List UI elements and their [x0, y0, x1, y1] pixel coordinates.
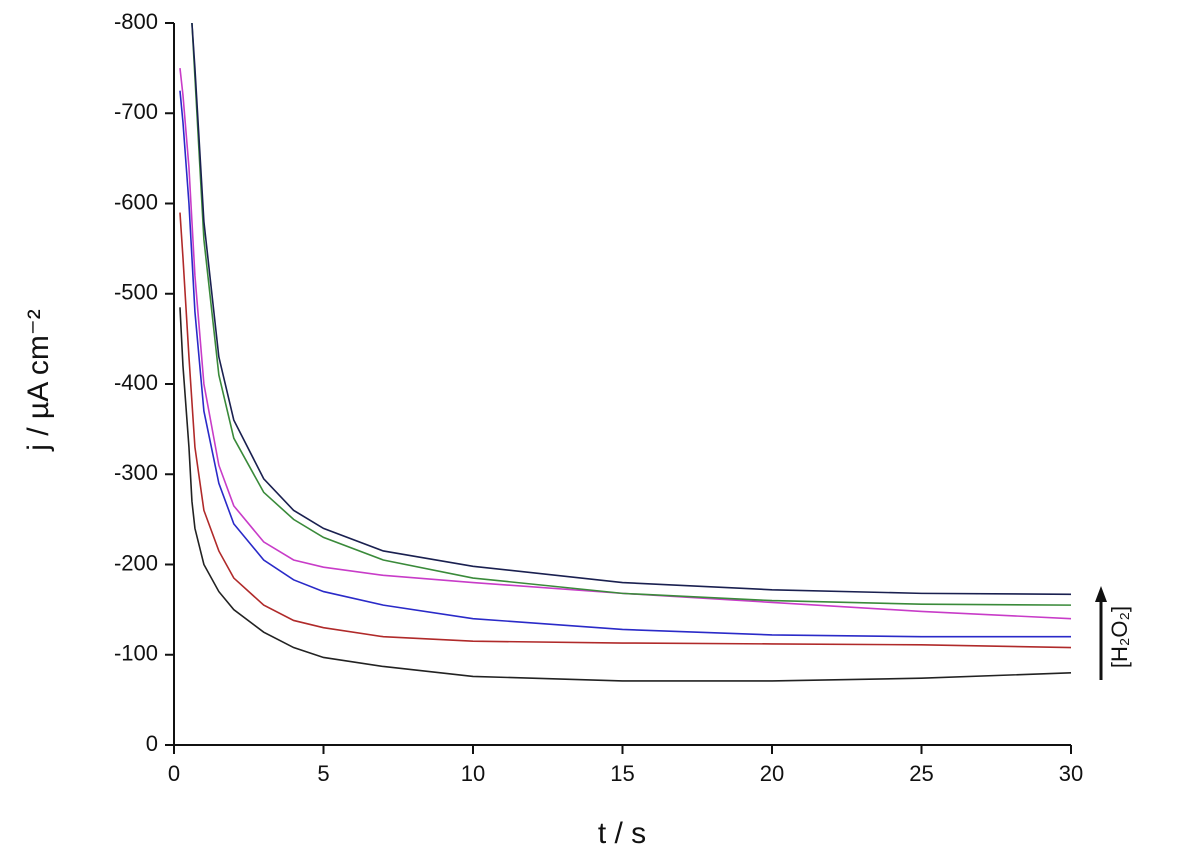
data-line [191, 22, 1072, 606]
x-tick-label: 10 [461, 761, 485, 786]
y-tick-label: -400 [114, 370, 158, 395]
data-line [191, 22, 1072, 596]
y-tick-label: -800 [114, 9, 158, 34]
x-tick-label: 5 [317, 761, 329, 786]
y-tick-label: 0 [146, 731, 158, 756]
x-tick-label: 20 [760, 761, 784, 786]
y-tick-label: -600 [114, 189, 158, 214]
x-tick-label: 15 [610, 761, 634, 786]
arrow-head [1095, 586, 1107, 602]
y-tick-label: -500 [114, 280, 158, 305]
x-tick-label: 25 [909, 761, 933, 786]
data-line [179, 212, 1072, 649]
y-tick-label: -700 [114, 99, 158, 124]
y-tick-label: -100 [114, 641, 158, 666]
data-line [179, 307, 1072, 682]
x-tick-label: 30 [1059, 761, 1083, 786]
data-line [179, 68, 1072, 620]
y-axis-title: j / µA cm⁻² [22, 309, 55, 451]
y-tick-label: -300 [114, 460, 158, 485]
x-tick-label: 0 [168, 761, 180, 786]
y-tick-label: -200 [114, 550, 158, 575]
x-axis-title: t / s [598, 817, 646, 850]
annotation: [H₂O₂] [1107, 606, 1132, 668]
data-line [179, 90, 1071, 638]
